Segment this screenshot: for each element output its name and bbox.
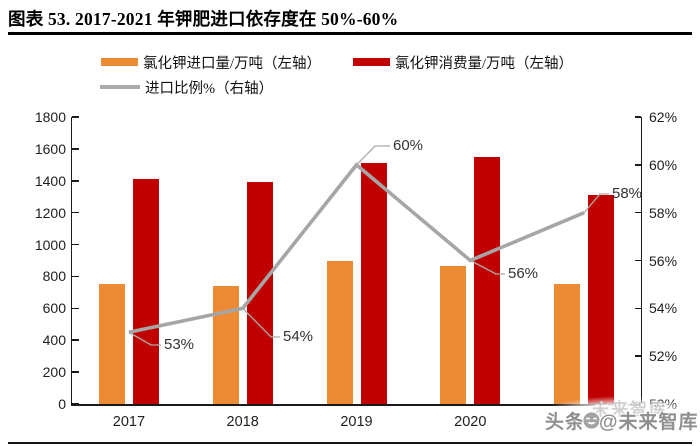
y-axis-left-label: 1000 xyxy=(34,236,66,253)
bar-import-volume xyxy=(554,283,581,404)
y-axis-right-tick xyxy=(634,259,641,262)
bar-consumption xyxy=(132,179,159,404)
bar-consumption xyxy=(474,156,501,404)
y-axis-left-tick xyxy=(72,307,79,310)
legend-item-import-ratio: 进口比例%（右轴） xyxy=(100,78,274,97)
ratio-data-label: 54% xyxy=(283,328,314,345)
x-axis-label: 2020 xyxy=(454,414,487,430)
y-axis-right-tick xyxy=(634,355,641,357)
y-axis-right-tick xyxy=(634,307,641,310)
y-axis-right-label: 56% xyxy=(649,252,678,269)
bar-import-volume xyxy=(212,286,239,404)
y-axis-right-tick xyxy=(634,211,641,214)
x-axis xyxy=(70,403,642,406)
bar-consumption xyxy=(246,182,273,404)
y-axis-left-label: 1400 xyxy=(34,172,66,189)
consumption-swatch-icon xyxy=(353,58,390,66)
y-axis-right xyxy=(640,117,642,405)
y-axis-left-label: 400 xyxy=(42,332,66,349)
y-axis-left-tick xyxy=(72,371,79,373)
watermark-suffix: @未来智库 xyxy=(599,412,699,433)
y-axis-left-tick xyxy=(72,275,79,278)
y-axis-right-label: 54% xyxy=(649,300,678,317)
y-axis-left-label: 0 xyxy=(58,396,66,412)
y-axis-right-tick xyxy=(634,116,641,118)
y-axis-left-label: 1200 xyxy=(34,204,66,221)
y-axis-left-label: 600 xyxy=(42,300,66,317)
watermark-halo xyxy=(536,396,700,440)
y-axis-left-label: 1600 xyxy=(34,140,66,157)
legend-label: 进口比例%（右轴） xyxy=(145,80,274,97)
ratio-data-label: 56% xyxy=(508,265,539,282)
smiley-icon xyxy=(582,411,601,430)
ratio-data-label: 60% xyxy=(393,137,424,154)
ratio-data-label: 58% xyxy=(612,185,643,202)
y-axis-right-label: 62% xyxy=(649,109,678,125)
y-axis-left-tick xyxy=(72,180,79,182)
y-axis-left xyxy=(70,117,72,405)
legend-label: 氯化钾进口量/万吨（左轴） xyxy=(143,55,322,72)
bar-consumption xyxy=(588,195,615,404)
figure-bottom-rule xyxy=(8,442,692,444)
y-axis-left-label: 200 xyxy=(42,364,66,381)
bar-consumption xyxy=(360,163,387,404)
bar-import-volume xyxy=(326,260,353,404)
x-axis-label: 2017 xyxy=(112,414,146,430)
import-volume-swatch-icon xyxy=(101,58,138,66)
bar-import-volume xyxy=(98,284,125,404)
y-axis-left-tick xyxy=(72,148,79,150)
y-axis-right-label: 52% xyxy=(649,348,678,365)
watermark-prefix: 头条 xyxy=(545,412,586,433)
y-axis-left-label: 800 xyxy=(42,268,66,285)
data-label-leader-line xyxy=(356,145,390,166)
y-axis-left-tick xyxy=(72,243,79,246)
x-axis-label: 2019 xyxy=(340,414,373,430)
watermark: 头条 @未来智库 xyxy=(545,407,699,434)
legend-item-import-volume: 氯化钾进口量/万吨（左轴） xyxy=(101,53,322,72)
figure-title: 图表 53. 2017-2021 年钾肥进口依存度在 50%-60% xyxy=(8,9,399,29)
y-axis-right-tick xyxy=(634,164,641,166)
ratio-data-label: 53% xyxy=(164,336,195,353)
x-axis-label: 2018 xyxy=(226,414,259,430)
y-axis-right-label: 60% xyxy=(649,156,678,173)
legend-item-consumption: 氯化钾消费量/万吨（左轴） xyxy=(353,53,574,72)
watermark-echo: 未来智库 xyxy=(592,400,668,419)
y-axis-left-tick xyxy=(72,403,79,405)
import-ratio-line-swatch-icon xyxy=(100,85,140,89)
bar-import-volume xyxy=(440,266,467,404)
title-underline xyxy=(8,32,692,35)
y-axis-left-tick xyxy=(72,116,79,118)
legend-label: 氯化钾消费量/万吨（左轴） xyxy=(395,55,574,72)
import-ratio-line xyxy=(128,162,585,335)
y-axis-left-tick xyxy=(72,339,79,341)
y-axis-left-label: 1800 xyxy=(34,109,66,125)
y-axis-right-label: 58% xyxy=(649,204,678,221)
y-axis-left-tick xyxy=(72,211,79,214)
